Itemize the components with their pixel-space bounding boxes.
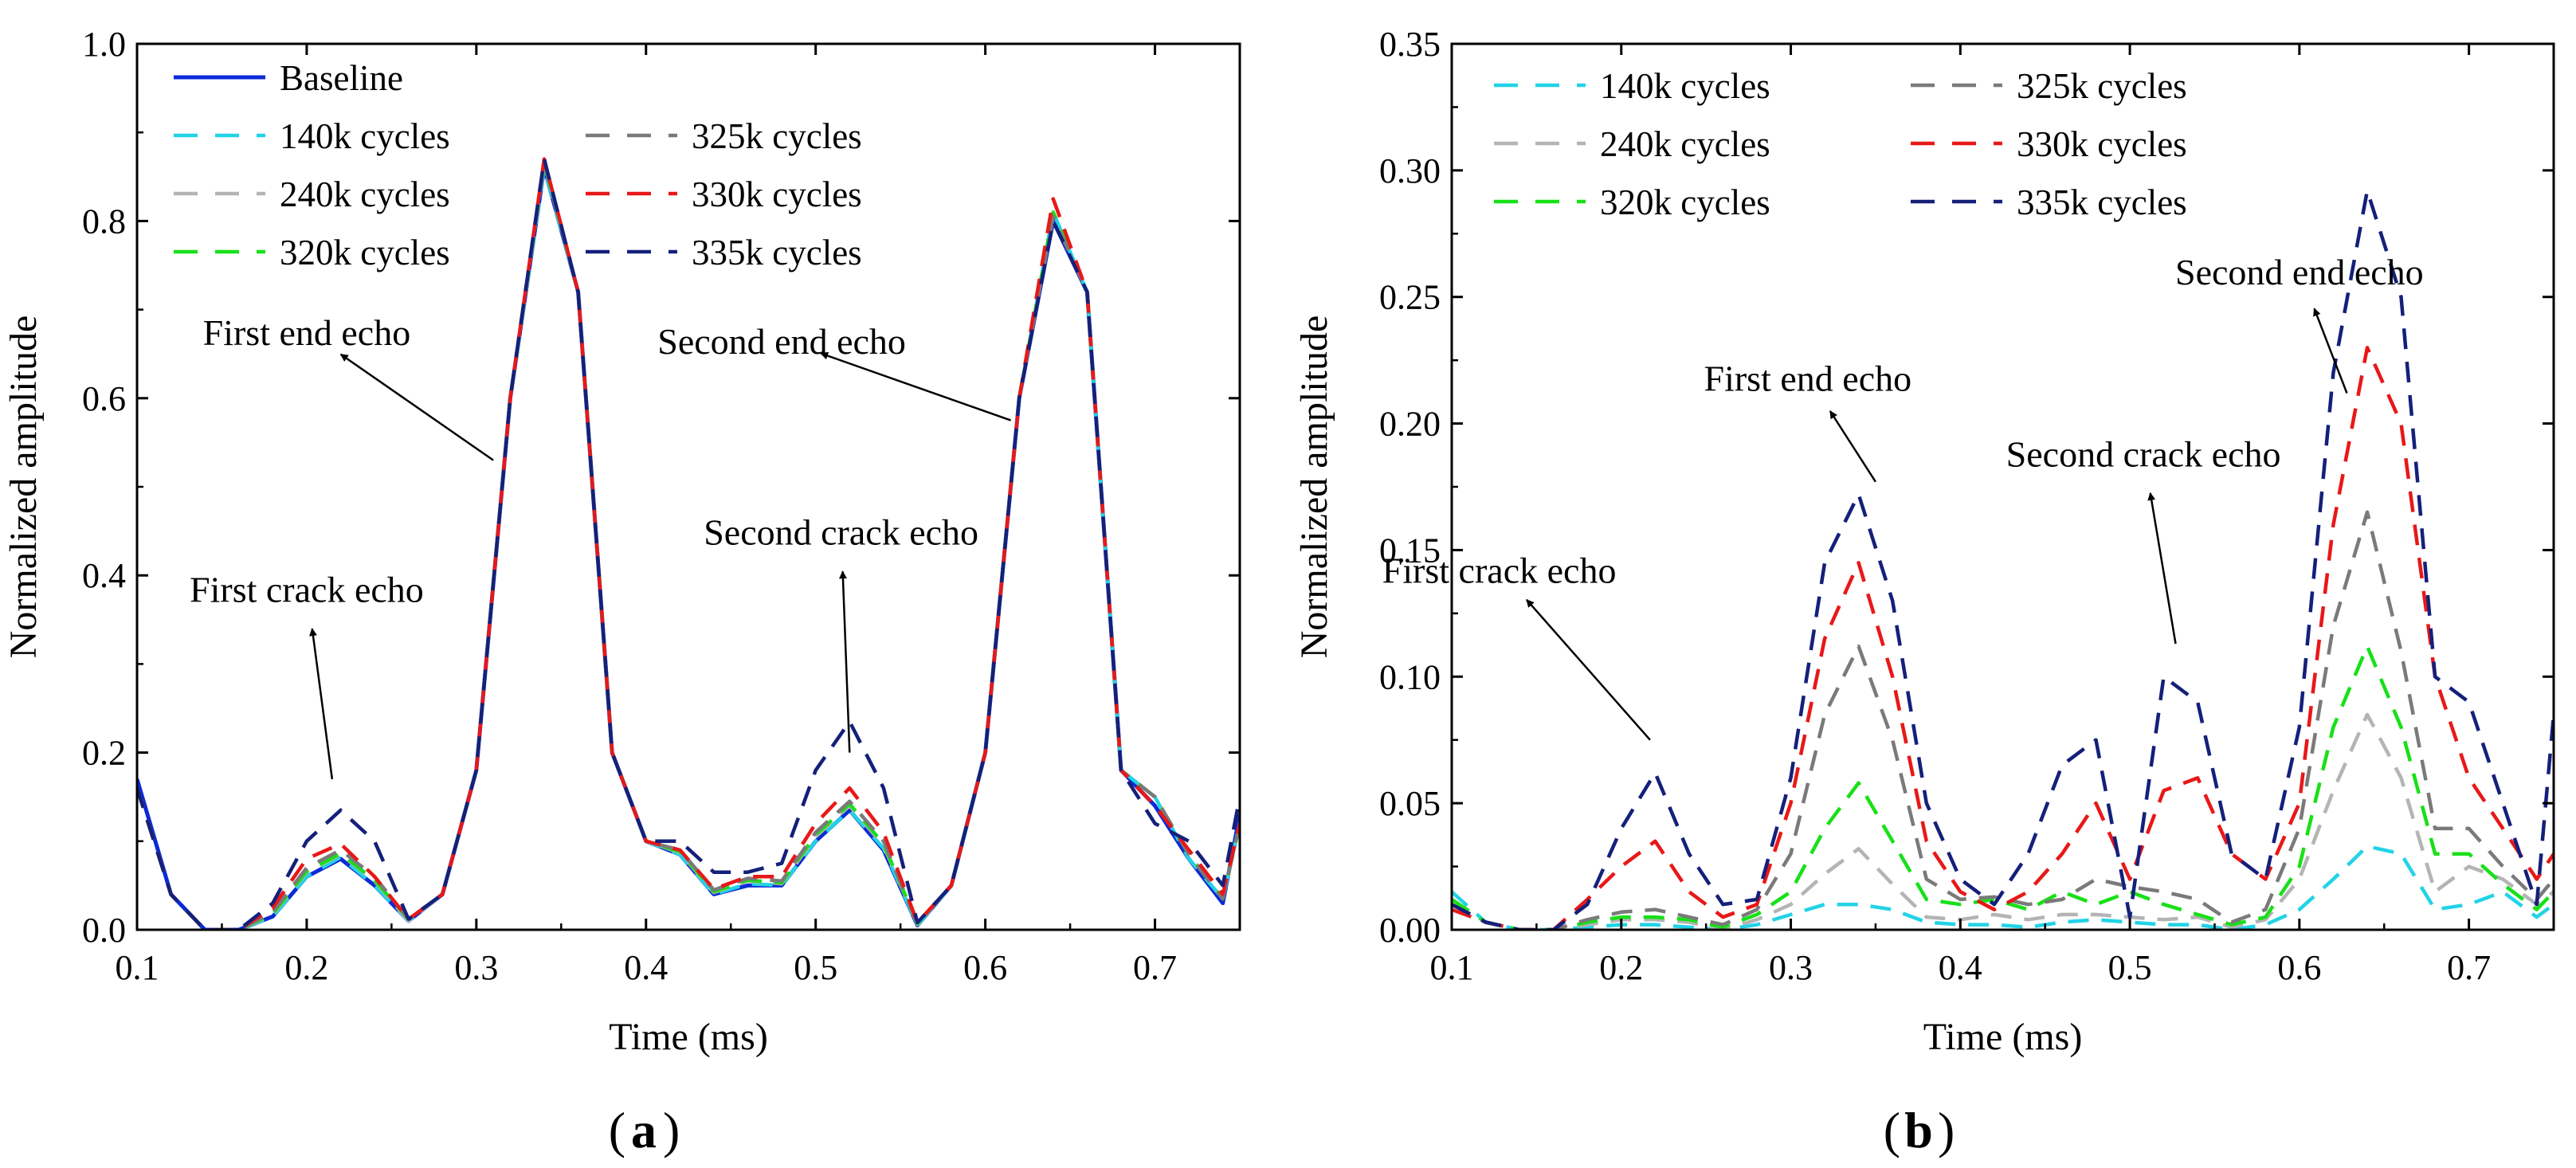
x-tick-label: 0.5 xyxy=(794,948,837,987)
series-group xyxy=(1452,189,2554,930)
legend-entry: 240k cycles xyxy=(1600,124,1770,164)
series-line-240k-cycles xyxy=(1452,712,2554,930)
y-tick-label: 0.20 xyxy=(1379,405,1441,444)
annotation-text: Second crack echo xyxy=(2006,434,2281,475)
svg-text:(: ( xyxy=(609,1102,625,1158)
legend-entry: Baseline xyxy=(280,58,403,98)
annotation-arrow xyxy=(339,353,494,461)
y-tick-label: 0.35 xyxy=(1379,25,1441,64)
plot-frame xyxy=(1450,42,2555,931)
x-axis-label: Time (ms) xyxy=(609,1016,768,1058)
panel-label-b: ( b ) xyxy=(1884,1102,1955,1158)
annotation-text: Second crack echo xyxy=(704,511,978,552)
annotation-arrow xyxy=(820,351,1011,421)
y-axis-label: Normalized amplitude xyxy=(1293,316,1335,659)
annotation-arrow xyxy=(1829,410,1876,483)
series-line-140k-cycles xyxy=(137,166,1240,930)
y-tick-label: 0.6 xyxy=(82,379,126,418)
x-tick-label: 0.1 xyxy=(1430,948,1474,987)
series-line-335k-cycles xyxy=(1452,189,2554,930)
annotation-arrow xyxy=(309,628,334,780)
y-tick-label: 0.10 xyxy=(1379,657,1441,696)
series-line-320k-cycles xyxy=(1452,644,2554,930)
x-tick-label: 0.7 xyxy=(1133,948,1177,987)
x-tick-label: 0.4 xyxy=(1939,948,1982,987)
series-line-320k-cycles xyxy=(137,161,1240,930)
legend-entry: 140k cycles xyxy=(280,116,450,156)
x-tick-label: 0.3 xyxy=(454,948,498,987)
annotation-text: First end echo xyxy=(1704,358,1912,398)
legend-entry: 325k cycles xyxy=(692,116,862,156)
x-tick-label: 0.3 xyxy=(1769,948,1813,987)
series-line-240k-cycles xyxy=(137,161,1240,930)
series-line-baseline xyxy=(137,166,1240,930)
y-tick-label: 0.15 xyxy=(1379,531,1441,570)
y-tick-label: 0.2 xyxy=(82,734,126,773)
legend-entry: 330k cycles xyxy=(2017,124,2187,164)
panel-label-a: ( a ) xyxy=(609,1102,680,1158)
x-tick-label: 0.6 xyxy=(963,948,1007,987)
series-line-335k-cycles xyxy=(137,157,1240,930)
x-tick-label: 0.1 xyxy=(116,948,159,987)
svg-text:): ) xyxy=(1938,1102,1955,1158)
annotation-arrow xyxy=(838,570,851,753)
annotation-arrow xyxy=(2313,308,2348,394)
y-tick-label: 0.25 xyxy=(1379,278,1441,317)
svg-text:): ) xyxy=(663,1102,680,1158)
series-group xyxy=(137,157,1240,930)
y-tick-label: 1.0 xyxy=(82,25,126,64)
annotation-arrow xyxy=(2147,492,2177,645)
x-tick-label: 0.7 xyxy=(2447,948,2491,987)
legend-entry: 320k cycles xyxy=(280,233,450,272)
chart-panel-b: 0.1 0.2 0.3 0.4 0.5 0.6 0.7 0.00 0.05 0.10 0.15 0.2… xyxy=(1293,25,2555,1058)
legend-entry: 320k cycles xyxy=(1600,182,1770,222)
legend-entry: 240k cycles xyxy=(280,174,450,214)
annotation-text: Second end echo xyxy=(657,321,906,362)
chart-panel-a: 0.1 0.2 0.3 0.4 0.5 0.6 0.7 0.0 0.2 0.4 0.6 0.8 1.0 T… xyxy=(2,25,1241,1058)
panel-label-a-text: a xyxy=(631,1102,657,1158)
series-line-325k-cycles xyxy=(137,161,1240,930)
y-tick-label: 0.8 xyxy=(82,202,126,241)
x-tick-label: 0.5 xyxy=(2108,948,2152,987)
annotation-text: First crack echo xyxy=(1382,551,1617,591)
y-tick-label: 0.05 xyxy=(1379,784,1441,823)
legend-entry: 330k cycles xyxy=(692,174,862,214)
series-line-330k-cycles xyxy=(137,157,1240,930)
series-line-140k-cycles xyxy=(1452,844,2554,930)
annotation-text: First end echo xyxy=(203,312,411,353)
series-line-325k-cycles xyxy=(1452,510,2554,930)
y-tick-label: 0.30 xyxy=(1379,151,1441,190)
legend-entry: 335k cycles xyxy=(692,233,862,272)
y-axis-label: Normalized amplitude xyxy=(2,316,45,659)
svg-text:(: ( xyxy=(1884,1102,1900,1158)
y-tick-label: 0.0 xyxy=(82,911,126,950)
y-tick-label: 0.00 xyxy=(1379,911,1441,950)
annotation-arrow xyxy=(1526,598,1651,741)
x-axis-label: Time (ms) xyxy=(1923,1016,2083,1058)
annotation-text: First crack echo xyxy=(190,570,424,610)
x-tick-label: 0.2 xyxy=(1599,948,1643,987)
legend-entry: 140k cycles xyxy=(1600,66,1770,106)
legend-entry: 335k cycles xyxy=(2017,182,2187,222)
panel-label-b-text: b xyxy=(1904,1102,1933,1158)
y-tick-label: 0.4 xyxy=(82,556,126,595)
x-tick-label: 0.6 xyxy=(2277,948,2321,987)
series-line-330k-cycles xyxy=(1452,346,2554,930)
x-tick-label: 0.2 xyxy=(284,948,328,987)
legend-entry: 325k cycles xyxy=(2017,66,2187,106)
annotation-text: Second end echo xyxy=(2175,252,2424,292)
x-tick-label: 0.4 xyxy=(624,948,668,987)
